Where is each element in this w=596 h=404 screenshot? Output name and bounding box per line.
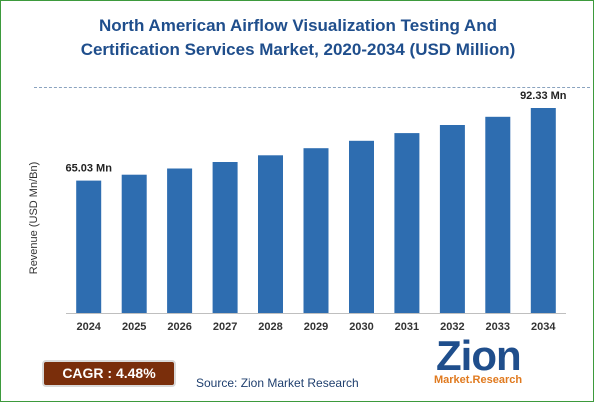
chart-title-line-2: Certification Services Market, 2020-2034… [80, 40, 516, 59]
chart-title-line-1: North American Airflow Visualization Tes… [99, 16, 497, 35]
x-tick-label: 2029 [304, 321, 328, 333]
x-tick-label: 2030 [349, 321, 373, 333]
title-divider [34, 87, 590, 88]
bar-2034 [530, 108, 556, 313]
bar-2032 [439, 125, 465, 313]
bar-2033 [485, 116, 511, 313]
x-tick-label: 2026 [167, 321, 191, 333]
source-text: Source: Zion Market Research [196, 376, 359, 390]
logo-sub-market: Market. [434, 374, 473, 386]
x-tick-label: 2025 [122, 321, 146, 333]
bar-2028 [258, 155, 283, 313]
x-tick-label: 2031 [395, 321, 419, 333]
logo-sub-research: Research [472, 374, 523, 386]
x-tick-label: 2024 [76, 321, 101, 333]
bar-2024 [76, 180, 102, 313]
bar-2031 [394, 133, 420, 313]
logo-wordmark: Zion [436, 332, 522, 379]
data-label: 92.33 Mn [520, 90, 567, 102]
bar-2025 [121, 174, 147, 313]
logo-subtitle: Market.Research [434, 374, 522, 386]
x-tick-label: 2032 [440, 321, 464, 333]
x-tick-label: 2027 [213, 321, 237, 333]
bar-2027 [212, 162, 238, 313]
x-tick-label: 2034 [531, 321, 556, 333]
x-tick-label: 2033 [486, 321, 510, 333]
bar-2029 [303, 148, 329, 313]
chart-title: North American Airflow Visualization Tes… [0, 14, 596, 62]
data-label: 65.03 Mn [65, 163, 112, 175]
zion-logo: Zion Market.Research [432, 332, 552, 392]
bar-2030 [349, 140, 374, 313]
x-tick-label: 2028 [258, 321, 282, 333]
cagr-badge: CAGR : 4.48% [42, 360, 176, 387]
bar-2026 [167, 168, 193, 313]
